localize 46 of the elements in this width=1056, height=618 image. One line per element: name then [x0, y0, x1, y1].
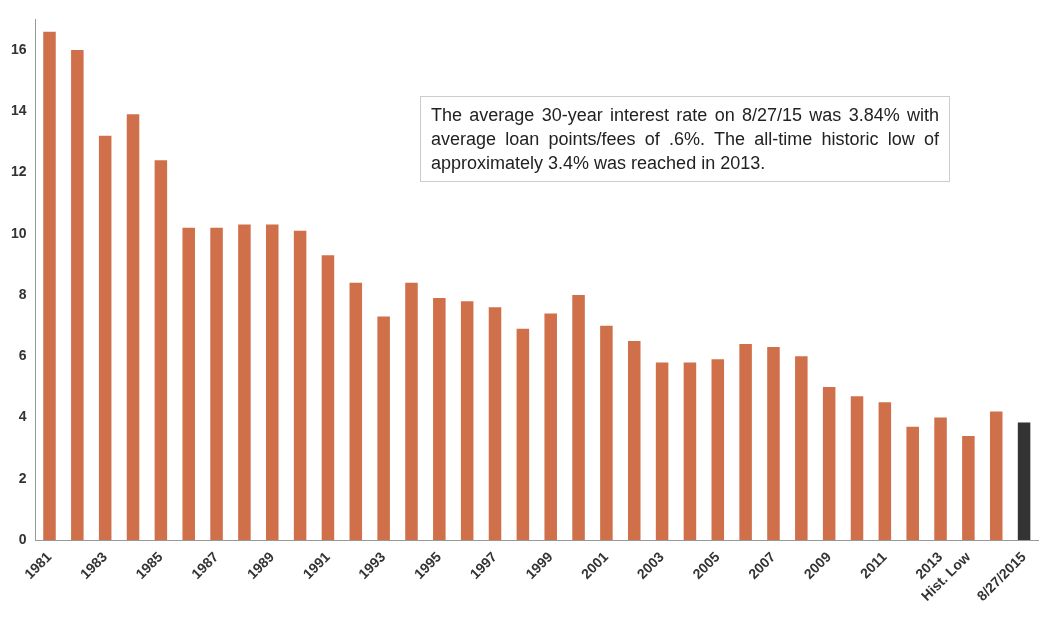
bar	[488, 307, 502, 541]
bar	[293, 230, 307, 541]
y-tick-label: 12	[10, 163, 27, 180]
y-tick-label: 4	[18, 408, 27, 425]
bar	[433, 298, 446, 541]
bar	[210, 227, 223, 541]
bar	[98, 135, 112, 541]
y-tick-label: 16	[10, 40, 27, 57]
bar	[126, 114, 140, 541]
y-tick-label: 10	[10, 224, 27, 241]
bar	[767, 347, 780, 541]
bar	[962, 435, 975, 541]
y-tick-label: 2	[18, 469, 27, 486]
bar	[377, 316, 390, 541]
bar	[405, 282, 418, 541]
bar	[989, 411, 1003, 541]
bar	[627, 341, 641, 541]
bar	[349, 282, 363, 541]
bar	[600, 325, 613, 541]
bar	[182, 227, 195, 541]
bar	[850, 396, 864, 541]
bar	[572, 295, 585, 541]
y-tick-label: 0	[18, 530, 27, 547]
bar	[544, 313, 557, 541]
y-tick-label: 8	[18, 285, 27, 302]
bar	[154, 160, 168, 541]
bar	[683, 362, 697, 541]
bar	[1017, 422, 1031, 541]
bar	[878, 402, 892, 541]
bar	[739, 344, 752, 541]
y-tick-label: 14	[10, 102, 27, 119]
bar	[460, 301, 474, 541]
bar	[43, 31, 56, 541]
bar	[321, 255, 335, 541]
bar	[655, 362, 669, 541]
bar	[906, 426, 919, 541]
bar	[265, 224, 279, 541]
bar	[795, 356, 808, 541]
bar	[822, 386, 836, 541]
bar	[71, 50, 84, 541]
bar	[934, 417, 947, 541]
bar	[711, 359, 725, 541]
annotation: The average 30-year interest rate on 8/27/15 was 3.84% with average loan points/fees of .6%. The all-time historic low of approximately 3.4% was reached in 2013.	[420, 96, 950, 182]
y-tick-label: 6	[18, 347, 27, 364]
bar	[516, 328, 530, 541]
bar	[238, 224, 251, 541]
